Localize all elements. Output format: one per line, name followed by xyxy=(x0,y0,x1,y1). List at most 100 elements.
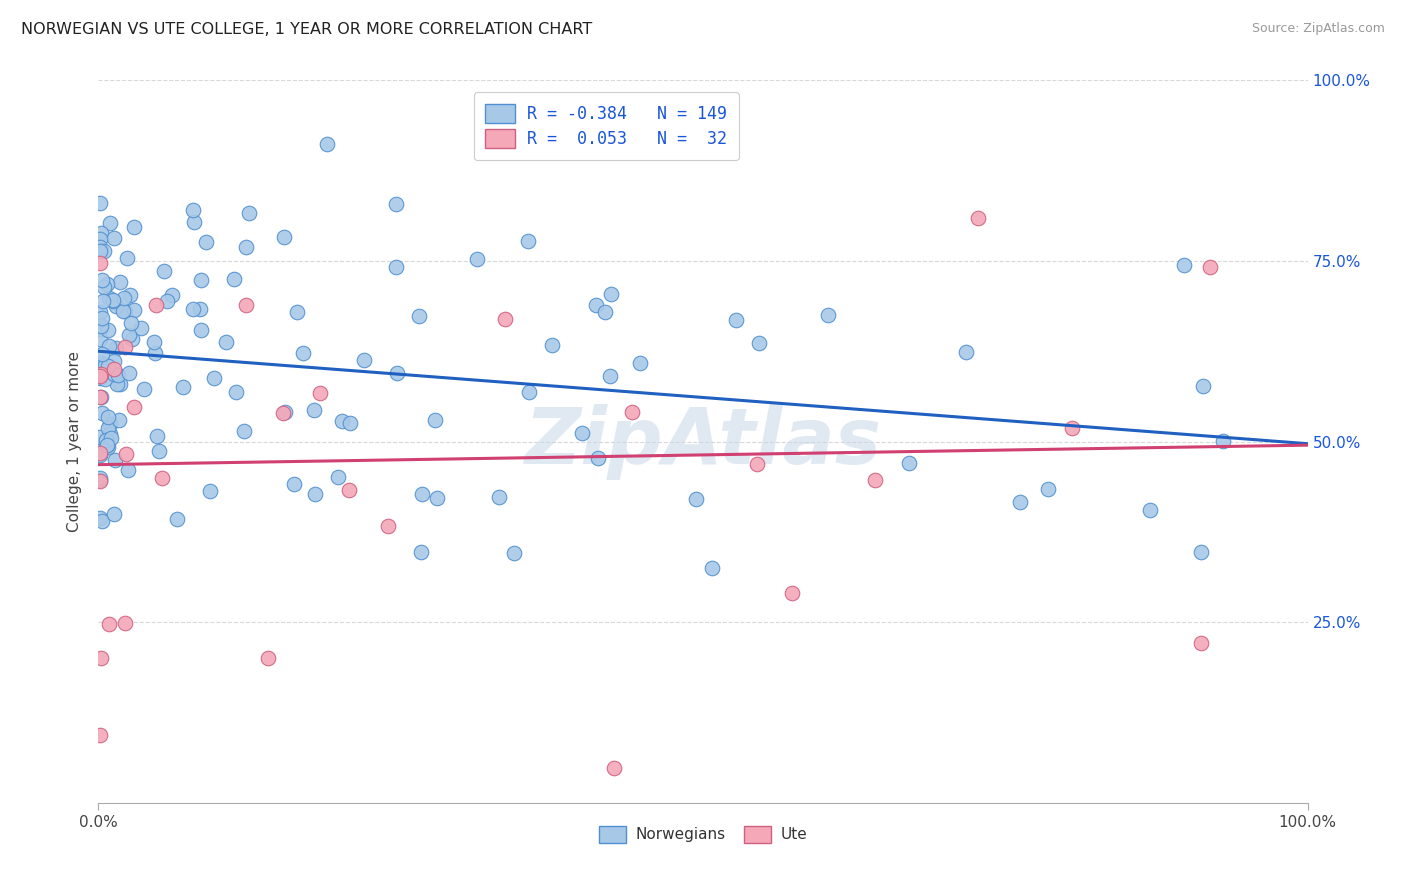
Point xyxy=(387,366,409,380)
Point xyxy=(107,413,129,427)
Point xyxy=(224,271,246,285)
Point xyxy=(384,260,406,275)
Point xyxy=(494,312,516,326)
Point xyxy=(541,338,564,352)
Point xyxy=(129,321,152,335)
Point xyxy=(89,370,111,384)
Point xyxy=(586,450,609,465)
Point xyxy=(104,341,127,355)
Point xyxy=(148,444,170,458)
Point xyxy=(117,463,139,477)
Point xyxy=(748,336,770,351)
Point xyxy=(183,215,205,229)
Point xyxy=(89,511,111,525)
Point xyxy=(103,507,125,521)
Point xyxy=(326,469,349,483)
Point xyxy=(198,483,221,498)
Point xyxy=(89,368,111,383)
Point xyxy=(103,293,125,307)
Point xyxy=(90,650,112,665)
Point xyxy=(274,405,297,419)
Point xyxy=(190,272,212,286)
Point xyxy=(132,382,155,396)
Point xyxy=(90,356,112,370)
Point xyxy=(465,252,488,266)
Point xyxy=(97,410,120,425)
Point xyxy=(181,302,204,317)
Point xyxy=(122,303,145,318)
Point xyxy=(89,361,111,376)
Y-axis label: College, 1 year or more: College, 1 year or more xyxy=(67,351,83,532)
Point xyxy=(100,431,122,445)
Point xyxy=(118,327,141,342)
Point xyxy=(108,275,131,289)
Point xyxy=(103,353,125,368)
Point xyxy=(114,304,136,318)
Point xyxy=(94,358,117,372)
Point xyxy=(1189,545,1212,559)
Point xyxy=(411,487,433,501)
Point xyxy=(97,617,120,632)
Point xyxy=(593,304,616,318)
Point xyxy=(89,256,111,270)
Point xyxy=(571,426,593,441)
Point xyxy=(302,403,325,417)
Point xyxy=(408,310,430,324)
Point xyxy=(330,414,353,428)
Point xyxy=(114,339,136,353)
Point xyxy=(166,511,188,525)
Point xyxy=(256,650,278,665)
Point xyxy=(1038,483,1060,497)
Point xyxy=(89,474,111,488)
Point xyxy=(585,298,607,312)
Point xyxy=(121,332,143,346)
Point xyxy=(115,448,138,462)
Point xyxy=(103,293,125,308)
Point xyxy=(700,560,723,574)
Point xyxy=(89,368,111,382)
Point xyxy=(967,211,990,225)
Point xyxy=(817,309,839,323)
Point xyxy=(89,447,111,461)
Point xyxy=(160,287,183,301)
Point xyxy=(1010,495,1032,509)
Point xyxy=(172,380,194,394)
Text: Source: ZipAtlas.com: Source: ZipAtlas.com xyxy=(1251,22,1385,36)
Point xyxy=(1173,258,1195,272)
Point xyxy=(89,728,111,742)
Point xyxy=(150,470,173,484)
Point xyxy=(98,417,121,431)
Point xyxy=(235,298,257,312)
Point xyxy=(517,234,540,248)
Point xyxy=(304,487,326,501)
Point xyxy=(93,244,115,259)
Point xyxy=(190,301,212,316)
Point xyxy=(93,280,115,294)
Point xyxy=(519,385,541,400)
Point xyxy=(103,367,125,381)
Point xyxy=(97,323,120,337)
Point xyxy=(96,434,118,448)
Point xyxy=(89,430,111,444)
Point xyxy=(103,362,125,376)
Point xyxy=(91,406,114,420)
Point xyxy=(122,219,145,234)
Point xyxy=(273,406,295,420)
Point xyxy=(1212,434,1234,448)
Point xyxy=(409,545,432,559)
Point xyxy=(89,471,111,485)
Point xyxy=(89,448,111,462)
Point xyxy=(96,438,118,452)
Point xyxy=(238,206,260,220)
Point xyxy=(955,344,977,359)
Point xyxy=(1189,636,1212,650)
Point xyxy=(90,367,112,381)
Point xyxy=(156,293,179,308)
Point xyxy=(97,359,120,373)
Point xyxy=(91,294,114,309)
Point xyxy=(96,277,118,291)
Point xyxy=(89,442,111,456)
Point xyxy=(90,390,112,404)
Point xyxy=(96,438,118,452)
Point xyxy=(90,227,112,241)
